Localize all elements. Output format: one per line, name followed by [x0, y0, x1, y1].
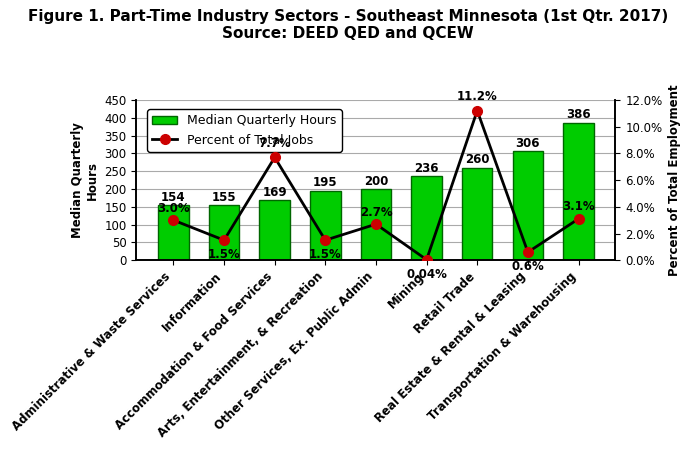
Text: 2.7%: 2.7%: [360, 206, 393, 219]
Text: 7.7%: 7.7%: [258, 137, 291, 150]
Text: 155: 155: [212, 191, 237, 203]
Text: 0.6%: 0.6%: [512, 259, 544, 273]
Text: 11.2%: 11.2%: [457, 90, 498, 103]
Y-axis label: Median Quarterly
Hours: Median Quarterly Hours: [71, 122, 99, 238]
Text: 154: 154: [161, 191, 186, 204]
Bar: [260, 200, 290, 260]
Text: 1.5%: 1.5%: [207, 248, 240, 261]
Bar: [462, 167, 493, 260]
Text: 195: 195: [313, 177, 338, 189]
Bar: [513, 151, 543, 260]
Text: 0.04%: 0.04%: [406, 268, 447, 281]
Bar: [563, 123, 594, 260]
Text: 169: 169: [262, 186, 287, 198]
Bar: [411, 176, 442, 260]
Y-axis label: Percent of Total Employment: Percent of Total Employment: [668, 84, 681, 276]
Legend: Median Quarterly Hours, Percent of Total Jobs: Median Quarterly Hours, Percent of Total…: [148, 109, 342, 152]
Text: Figure 1. Part-Time Industry Sectors - Southeast Minnesota (1st Qtr. 2017)
Sourc: Figure 1. Part-Time Industry Sectors - S…: [28, 9, 668, 41]
Text: 3.1%: 3.1%: [562, 201, 595, 213]
Text: 386: 386: [566, 108, 591, 121]
Bar: [209, 205, 239, 260]
Text: 3.0%: 3.0%: [157, 202, 190, 216]
Text: 236: 236: [414, 162, 439, 175]
Text: 1.5%: 1.5%: [309, 248, 342, 261]
Bar: [158, 205, 189, 260]
Bar: [310, 191, 340, 260]
Text: 200: 200: [364, 175, 388, 187]
Bar: [361, 189, 391, 260]
Text: 306: 306: [516, 137, 540, 150]
Text: 260: 260: [465, 153, 489, 166]
